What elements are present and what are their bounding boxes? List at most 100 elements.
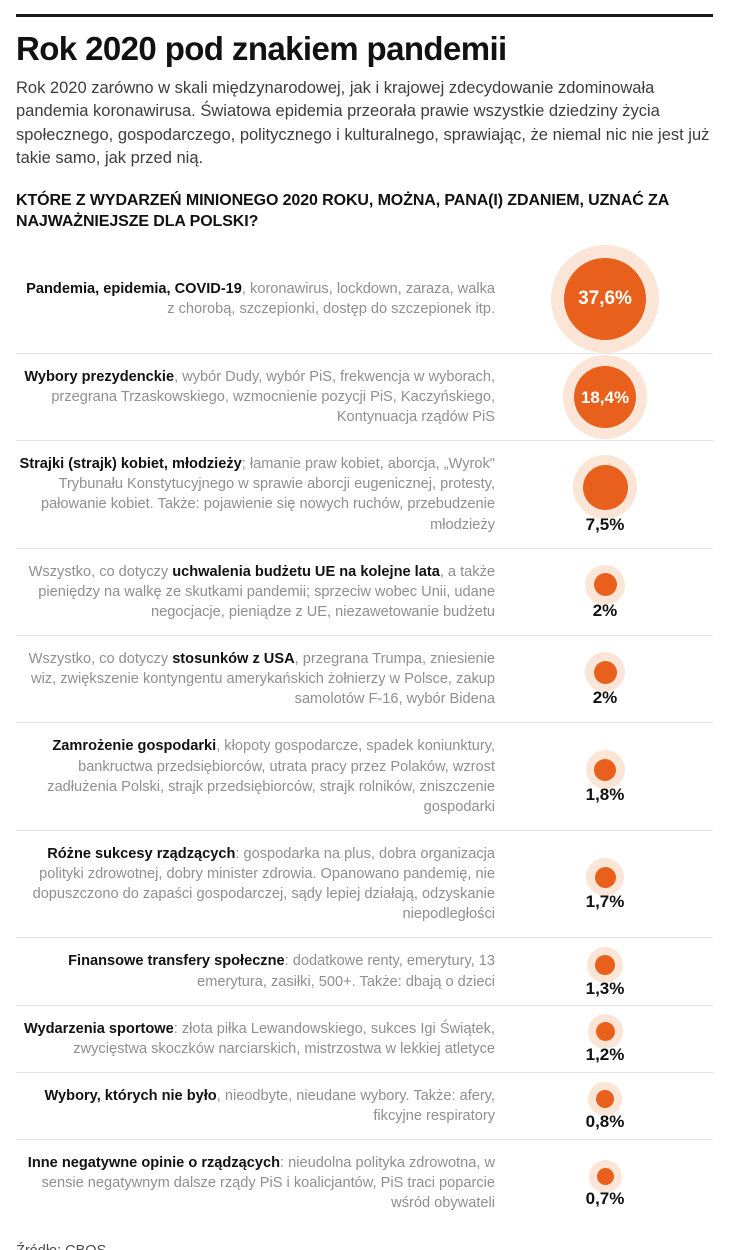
value-label: 1,3% bbox=[585, 978, 625, 998]
bubble-core bbox=[595, 954, 615, 975]
row-label-rest: : gospodarka na plus, dobra organizacja … bbox=[32, 845, 495, 923]
bubble-core: 37,6% bbox=[564, 257, 646, 340]
bubble-halo bbox=[585, 750, 625, 790]
row-label: Wszystko, co dotyczy stosunków z USA, pr… bbox=[16, 636, 497, 722]
bubble-wrap: 1,3% bbox=[585, 946, 625, 998]
bubble-wrap: 2% bbox=[585, 652, 625, 706]
bubble-wrap: 0,8% bbox=[585, 1082, 625, 1132]
table-row: Wszystko, co dotyczy stosunków z USA, pr… bbox=[16, 635, 713, 722]
row-label: Finansowe transfery społeczne: dodatkowe… bbox=[16, 938, 497, 1004]
row-label-rest: , a także pieniędzy na walkę ze skutkami… bbox=[38, 563, 495, 620]
row-label-prefix: Wszystko, co dotyczy bbox=[28, 563, 173, 580]
row-label-highlight: uchwalenia budżetu UE na kolejne lata bbox=[172, 563, 440, 580]
row-label-highlight: Zamrożenie gospodarki bbox=[52, 738, 217, 755]
table-row: Różne sukcesy rządzących: gospodarka na … bbox=[16, 829, 713, 938]
bubble-wrap: 18,4% bbox=[563, 355, 647, 440]
table-row: Wybory, których nie było, nieodbyte, nie… bbox=[16, 1071, 713, 1139]
row-label: Wszystko, co dotyczy uchwalenia budżetu … bbox=[16, 549, 497, 635]
bubble-core bbox=[582, 464, 628, 510]
bubble-core bbox=[593, 660, 617, 684]
bubble-wrap: 1,8% bbox=[585, 750, 625, 805]
row-label-highlight: Pandemia, epidemia, COVID-19 bbox=[26, 280, 242, 297]
row-label: Zamrożenie gospodarki, kłopoty gospodarc… bbox=[16, 723, 497, 830]
bubble-halo bbox=[573, 455, 637, 520]
row-label: Inne negatywne opinie o rządzących: nieu… bbox=[16, 1140, 497, 1226]
value-label: 37,6% bbox=[578, 288, 632, 310]
value-label: 7,5% bbox=[585, 515, 625, 535]
survey-question: KTÓRE Z WYDARZEŃ MINIONEGO 2020 ROKU, MO… bbox=[16, 191, 669, 230]
row-bubble-cell: 1,8% bbox=[497, 750, 713, 803]
row-label-rest: , kłopoty gospodarcze, spadek koniunktur… bbox=[47, 738, 495, 815]
row-bubble-cell: 2% bbox=[497, 564, 713, 620]
row-label-rest: : nieudolna polityka zdrowotna, w sensie… bbox=[41, 1155, 495, 1212]
row-label-rest: : dodatkowe renty, emerytury, 13 emerytu… bbox=[197, 953, 495, 990]
value-label: 1,7% bbox=[585, 892, 625, 912]
bubble-core bbox=[595, 1022, 615, 1042]
bubble-wrap: 37,6% bbox=[551, 244, 659, 353]
bubble-halo bbox=[585, 564, 625, 605]
bubble-halo bbox=[588, 1082, 622, 1117]
bubble-wrap: 1,7% bbox=[585, 858, 625, 912]
row-label: Strajki (strajk) kobiet, młodzieży; łama… bbox=[16, 441, 497, 548]
row-label-rest: , nieodbyte, nieudane wybory. Także: afe… bbox=[216, 1087, 495, 1125]
row-label-rest: ; łamanie praw kobiet, aborcja, „Wyrok" … bbox=[40, 456, 495, 533]
row-label-highlight: Wybory prezydenckie bbox=[24, 368, 175, 385]
value-label: 1,2% bbox=[585, 1045, 625, 1065]
row-label-rest: , wybór Dudy, wybór PiS, frekwencja w wy… bbox=[51, 368, 495, 426]
row-label-highlight: Różne sukcesy rządzących bbox=[47, 845, 236, 862]
table-row: Wybory prezydenckie, wybór Dudy, wybór P… bbox=[16, 352, 713, 440]
bubble-core bbox=[593, 573, 617, 597]
row-bubble-cell: 37,6% bbox=[497, 244, 713, 353]
bubble-halo bbox=[588, 1159, 622, 1193]
lead-paragraph: Rok 2020 zarówno w skali międzynarodowej… bbox=[16, 78, 710, 168]
row-label-highlight: Finansowe transfery społeczne bbox=[68, 953, 285, 970]
table-row: Finansowe transfery społeczne: dodatkowe… bbox=[16, 937, 713, 1004]
row-label: Wydarzenia sportowe: złota piłka Lewando… bbox=[16, 1006, 497, 1072]
row-bubble-cell: 0,8% bbox=[497, 1082, 713, 1130]
bubble-core bbox=[596, 1167, 614, 1185]
bubble-wrap: 1,2% bbox=[585, 1014, 625, 1065]
row-bubble-cell: 18,4% bbox=[497, 355, 713, 440]
value-label: 0,8% bbox=[585, 1112, 625, 1132]
bubble-halo bbox=[585, 652, 625, 693]
infographic-page: Rok 2020 pod znakiem pandemii Rok 2020 z… bbox=[0, 14, 729, 1250]
row-label: Wybory prezydenckie, wybór Dudy, wybór P… bbox=[16, 354, 497, 440]
bubble-halo bbox=[586, 858, 624, 897]
table-row: Wszystko, co dotyczy uchwalenia budżetu … bbox=[16, 547, 713, 635]
row-label-highlight: Wydarzenia sportowe bbox=[24, 1020, 174, 1037]
table-row: Strajki (strajk) kobiet, młodzieży; łama… bbox=[16, 440, 713, 548]
bubble-wrap: 2% bbox=[585, 564, 625, 620]
row-label-highlight: Strajki (strajk) kobiet, młodzieży bbox=[19, 456, 242, 473]
source-label: Źródło: CBOS bbox=[16, 1243, 713, 1250]
table-row: Pandemia, epidemia, COVID-19, koronawiru… bbox=[16, 244, 713, 353]
bubble-core bbox=[596, 1090, 614, 1109]
bubble-wrap: 7,5% bbox=[573, 455, 637, 533]
row-label-highlight: Inne negatywne opinie o rządzących bbox=[27, 1155, 281, 1172]
table-row: Inne negatywne opinie o rządzących: nieu… bbox=[16, 1139, 713, 1226]
value-label: 2% bbox=[592, 600, 618, 620]
page-title: Rok 2020 pod znakiem pandemii bbox=[16, 30, 507, 67]
bubble-halo: 18,4% bbox=[563, 355, 647, 440]
row-label-prefix: Wszystko, co dotyczy bbox=[28, 651, 173, 668]
row-label: Pandemia, epidemia, COVID-19, koronawiru… bbox=[16, 266, 497, 332]
row-bubble-cell: 1,3% bbox=[497, 946, 713, 998]
bubble-halo: 37,6% bbox=[551, 244, 659, 353]
row-bubble-cell: 2% bbox=[497, 652, 713, 706]
bubble-halo bbox=[587, 1014, 623, 1050]
row-label-rest: , przegrana Trumpa, zniesienie wiz, zwię… bbox=[31, 651, 495, 708]
row-bubble-cell: 1,7% bbox=[497, 858, 713, 910]
bubble-wrap: 0,7% bbox=[586, 1159, 624, 1207]
table-row: Wydarzenia sportowe: złota piłka Lewando… bbox=[16, 1004, 713, 1072]
row-bubble-cell: 0,7% bbox=[497, 1159, 713, 1207]
top-divider bbox=[16, 14, 713, 17]
row-label: Różne sukcesy rządzących: gospodarka na … bbox=[16, 831, 497, 938]
bubble-core: 18,4% bbox=[574, 366, 636, 429]
row-label: Wybory, których nie było, nieodbyte, nie… bbox=[16, 1073, 497, 1139]
value-label: 1,8% bbox=[585, 785, 625, 805]
row-label-rest: : złota piłka Lewandowskiego, sukces Igi… bbox=[73, 1020, 495, 1057]
row-label-rest: , koronawirus, lockdown, zaraza, walka z… bbox=[167, 280, 495, 317]
row-bubble-cell: 1,2% bbox=[497, 1014, 713, 1063]
value-label: 2% bbox=[592, 688, 618, 708]
bubble-halo bbox=[587, 946, 623, 983]
bubble-core bbox=[594, 758, 616, 781]
